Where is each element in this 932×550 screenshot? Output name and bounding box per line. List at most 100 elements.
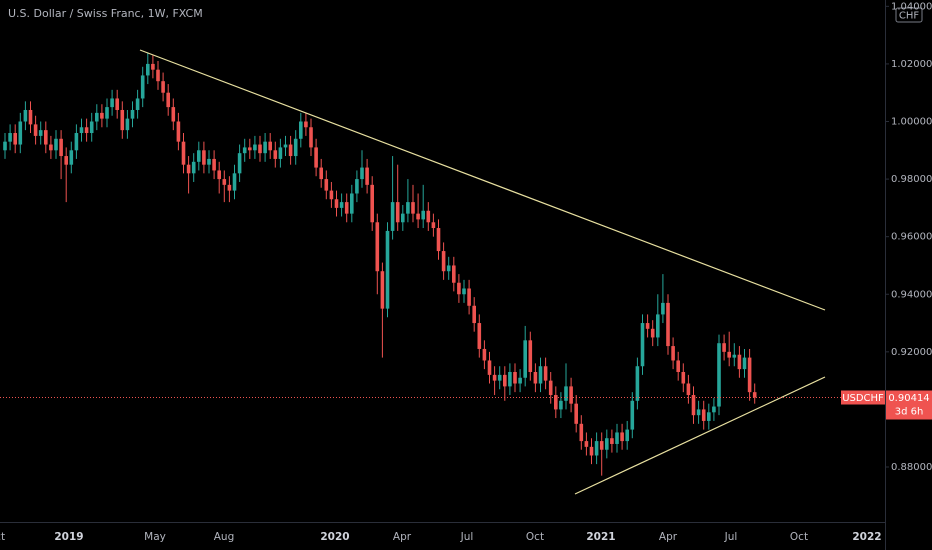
candle-body	[691, 395, 696, 416]
candle-body	[666, 302, 670, 347]
candle-body	[737, 354, 742, 370]
currency-badge[interactable]	[895, 7, 923, 23]
candle-body	[696, 409, 701, 416]
candle	[559, 392, 563, 419]
candle-body	[457, 282, 461, 295]
x-tick-label: May	[144, 531, 166, 543]
candle-body	[584, 441, 589, 447]
candle	[610, 429, 614, 453]
candle	[293, 130, 298, 165]
candle-body	[441, 251, 446, 272]
candle-body	[232, 173, 237, 191]
x-tick-label: Oct	[0, 531, 5, 543]
candle	[197, 141, 201, 171]
candle	[339, 193, 344, 217]
candle-body	[518, 377, 522, 384]
candle-body	[594, 441, 599, 456]
candle	[365, 158, 369, 194]
candle	[569, 377, 573, 413]
candle-body	[33, 124, 38, 136]
candle-body	[268, 141, 272, 151]
candle	[656, 294, 660, 347]
candle-body	[217, 170, 221, 180]
candle-body	[625, 429, 629, 442]
candle	[105, 98, 109, 128]
candle	[380, 262, 385, 358]
candle-body	[176, 121, 181, 142]
candle-body	[140, 75, 145, 99]
candle-body	[156, 69, 160, 82]
candle	[747, 348, 752, 401]
candle-body	[426, 210, 431, 223]
candle-body	[120, 109, 125, 131]
y-tick-label: 0.96000	[891, 232, 932, 243]
countdown-label: 3d 6h	[895, 407, 924, 418]
candle-body	[467, 288, 471, 306]
candle	[691, 386, 696, 424]
candle	[701, 400, 706, 430]
candle-body	[579, 423, 584, 442]
candle	[217, 161, 221, 194]
candle	[533, 363, 538, 393]
candle	[130, 101, 135, 128]
y-tick-label: 0.94000	[891, 289, 932, 300]
candle	[176, 112, 181, 151]
candle	[49, 135, 53, 159]
candle-body	[186, 164, 191, 174]
candle	[64, 147, 68, 203]
candle	[13, 124, 17, 154]
candle	[395, 164, 400, 231]
candle	[441, 242, 446, 280]
candle-body	[722, 343, 726, 352]
candle-body	[84, 127, 89, 134]
candle-body	[492, 374, 497, 381]
candle	[222, 170, 227, 203]
trendline-lower[interactable]	[574, 376, 826, 495]
candle-body	[569, 386, 573, 404]
candle-body	[146, 63, 150, 76]
candle	[538, 357, 543, 393]
candle	[242, 138, 247, 162]
candle-body	[191, 161, 196, 174]
price-label-box	[886, 390, 932, 420]
candle-body	[380, 271, 385, 309]
candle-body	[508, 371, 512, 387]
candle-body	[181, 141, 186, 165]
candle	[574, 395, 578, 433]
candle	[717, 334, 721, 416]
candle-body	[18, 121, 23, 145]
trendline-upper[interactable]	[139, 49, 826, 311]
candle-body	[645, 323, 650, 329]
candle-body	[676, 360, 680, 372]
candle-body	[222, 179, 227, 185]
candle	[635, 357, 640, 410]
candle-body	[360, 167, 364, 180]
candle-body	[309, 127, 313, 148]
candle	[33, 115, 38, 145]
candle	[722, 334, 726, 361]
candle	[151, 55, 155, 79]
candle	[115, 89, 119, 119]
symbol-label-box	[841, 390, 885, 405]
candle-body	[258, 144, 262, 154]
candle	[191, 153, 196, 182]
candle-body	[523, 340, 527, 378]
candle	[671, 337, 675, 370]
candle-body	[54, 138, 58, 151]
candle	[615, 423, 619, 453]
candle-body	[421, 210, 425, 220]
candle	[95, 104, 99, 131]
candle-body	[411, 202, 415, 214]
candle-body	[487, 360, 492, 375]
candle-body	[650, 328, 655, 338]
candle-body	[242, 147, 247, 154]
candle	[283, 135, 288, 157]
candle	[518, 369, 522, 393]
price-label: 0.90414	[888, 393, 929, 404]
candle-body	[263, 141, 267, 154]
candle-body	[197, 150, 201, 162]
candle-body	[671, 346, 675, 361]
candle	[54, 130, 58, 159]
